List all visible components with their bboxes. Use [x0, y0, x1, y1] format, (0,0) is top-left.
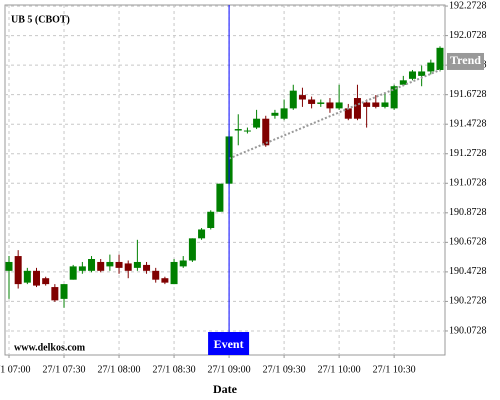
trend-label: Trend [450, 53, 481, 67]
chart-layer: 190.0728 190.2728 190.4728 190.6728 190.8728… [0, 0, 487, 375]
watermark: www.delkos.com [14, 342, 86, 353]
chart-title: UB 5 (CBOT) [11, 14, 70, 25]
candle-body [418, 71, 426, 76]
candle-body [372, 102, 380, 107]
x-axis-label: Date [213, 382, 238, 396]
candle-body [289, 90, 297, 109]
candle-body [152, 270, 160, 280]
candle-body [308, 99, 316, 104]
candle-body [33, 270, 41, 286]
y-tick-label: 191.6728 [449, 89, 487, 100]
candle-body [207, 211, 215, 228]
candle-body [216, 183, 224, 212]
candle-body [381, 102, 389, 107]
candle-body [280, 108, 288, 119]
candle-body [262, 118, 270, 146]
event-label: Event [214, 337, 244, 351]
candle-body [408, 71, 416, 79]
candle-body [124, 263, 132, 271]
candle-body [335, 102, 343, 109]
candle-body [253, 118, 261, 128]
candle-body [78, 266, 86, 271]
y-tick-label: 190.2728 [449, 296, 487, 307]
x-tick-label: 27/1 09:30 [263, 364, 306, 375]
candle-body [399, 80, 407, 85]
x-tick-label: 27/1 07:00 [0, 364, 31, 375]
candle-body [23, 270, 31, 283]
candle-body [344, 108, 352, 119]
candle-body [243, 130, 251, 132]
x-tick-label: 27/1 08:30 [153, 364, 196, 375]
candle-body [271, 112, 279, 116]
y-tick-label: 190.6728 [449, 237, 487, 248]
x-tick-label: 27/1 08:00 [98, 364, 141, 375]
y-tick-label: 192.0728 [449, 30, 487, 41]
y-tick-label: 192.2728 [449, 0, 487, 11]
candle-body [161, 278, 169, 283]
candle-body [51, 287, 59, 301]
candle-body [170, 261, 178, 285]
candle-body [390, 86, 398, 109]
candle-body [317, 102, 325, 104]
x-tick-label: 27/1 09:00 [208, 364, 251, 375]
y-tick-label: 190.8728 [449, 207, 487, 218]
candle-body [5, 261, 13, 271]
candle-body [60, 284, 68, 299]
candle-body [143, 264, 151, 271]
candle-body [298, 95, 306, 100]
candle-body [326, 102, 334, 109]
x-tick-label: 27/1 07:30 [42, 364, 85, 375]
y-tick-label: 191.2728 [449, 148, 487, 159]
candle-body [188, 238, 196, 261]
candle-body [14, 256, 22, 285]
candle-body [133, 261, 141, 268]
candle-body [179, 260, 187, 267]
event-label-box [208, 332, 250, 355]
x-tick-label: 27/1 10:30 [373, 364, 416, 375]
candle-body [115, 261, 123, 268]
candle-body [353, 98, 361, 119]
candle-body [88, 259, 96, 271]
candle-body [436, 47, 444, 70]
y-tick-label: 191.4728 [449, 119, 487, 130]
y-tick-label: 191.0728 [449, 178, 487, 189]
plot-area [4, 4, 446, 356]
x-tick-label: 27/1 10:00 [318, 364, 361, 375]
y-tick-label: 190.4728 [449, 266, 487, 277]
candle-body [106, 261, 114, 267]
y-tick-label: 190.0728 [449, 325, 487, 336]
candle-body [42, 278, 50, 285]
candle-body [234, 129, 242, 131]
candle-body [69, 266, 77, 280]
candle-body [198, 229, 206, 239]
candle-body [363, 102, 371, 107]
trend-label-box [447, 52, 484, 70]
candle-body [97, 261, 105, 271]
candle-body [427, 62, 435, 72]
